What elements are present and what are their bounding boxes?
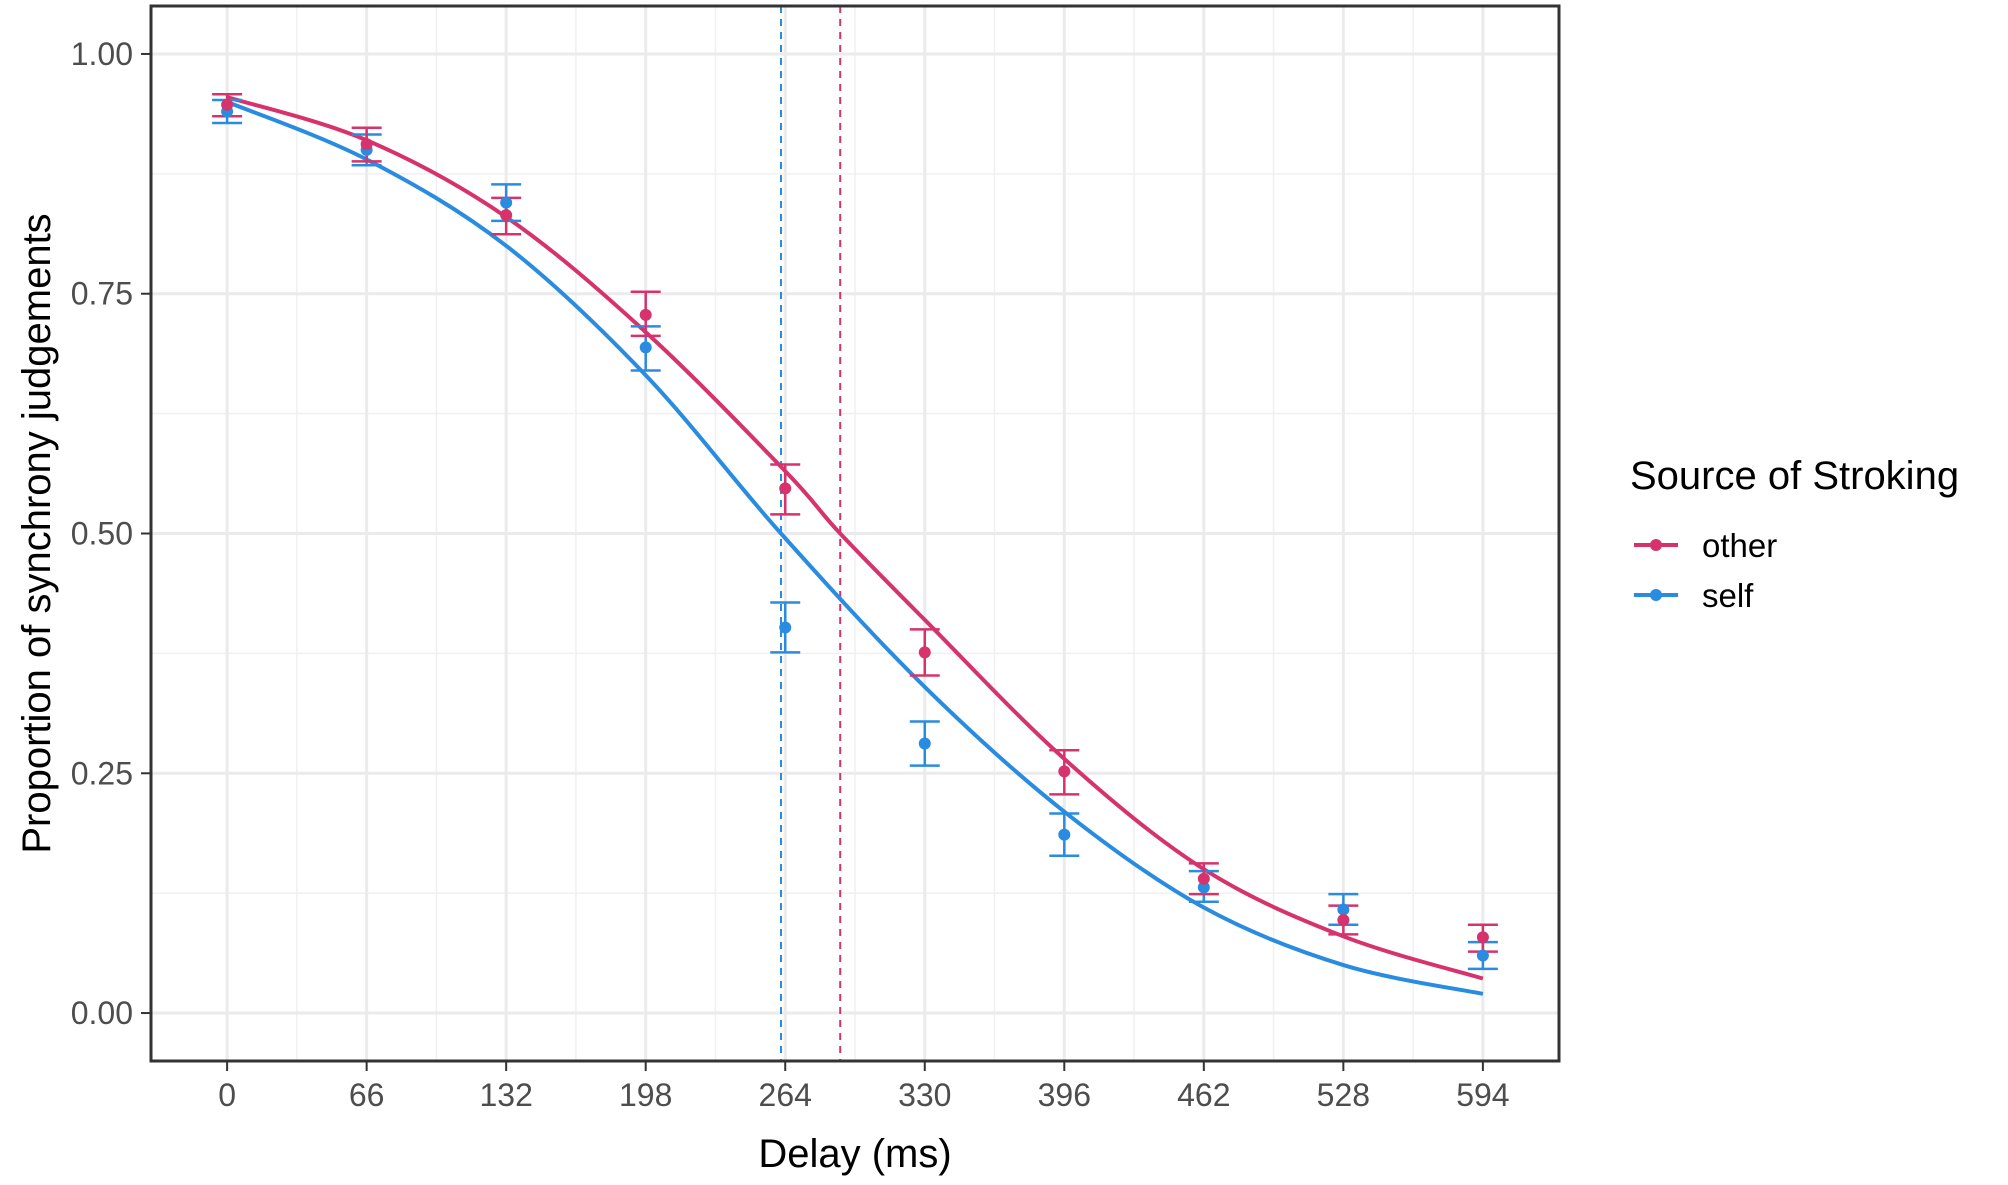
data-point-other [1058, 765, 1071, 778]
legend-label-other: other [1702, 527, 1777, 564]
x-tick-label: 330 [898, 1077, 951, 1113]
x-tick-label: 132 [479, 1077, 532, 1113]
x-tick-label: 66 [349, 1077, 385, 1113]
curve-self [226, 100, 1484, 996]
x-tick-label: 462 [1177, 1077, 1230, 1113]
x-tick-label: 198 [619, 1077, 672, 1113]
legend: Source of Stroking other self [1630, 454, 1959, 614]
x-tick-label: 594 [1456, 1077, 1509, 1113]
data-point-other [1476, 931, 1489, 944]
y-axis-title: Proportion of synchrony judgements [15, 213, 59, 853]
curve-other [226, 95, 1484, 981]
threshold-lines [780, 6, 842, 1061]
x-tick-label: 528 [1317, 1077, 1370, 1113]
data-point-other [1197, 872, 1210, 885]
data-point-self [1058, 828, 1071, 841]
axes: 0 66 132 198 264 330 396 462 528 594 0.00 0.25 0.50 0… [71, 36, 1510, 1113]
data-point-other [779, 482, 792, 495]
legend-key-point-self [1650, 589, 1662, 601]
data-point-other [500, 209, 513, 222]
fitted-curves [226, 95, 1484, 996]
legend-items: other self [1634, 527, 1777, 614]
grid-layer [151, 6, 1559, 1061]
y-tick-label: 0.50 [71, 516, 133, 552]
data-point-self [918, 737, 931, 750]
data-point-self [1197, 881, 1210, 894]
x-tick-label: 0 [218, 1077, 236, 1113]
data-points [221, 98, 1489, 962]
y-tick-label: 0.00 [71, 995, 133, 1031]
data-point-self [1337, 903, 1350, 916]
x-tick-label: 264 [759, 1077, 812, 1113]
data-point-other [918, 646, 931, 659]
y-tick-label: 0.25 [71, 755, 133, 791]
y-tick-label: 1.00 [71, 36, 133, 72]
legend-key-point-other [1650, 539, 1662, 551]
data-point-self [779, 621, 792, 634]
legend-title: Source of Stroking [1630, 454, 1959, 498]
data-point-other [639, 308, 652, 321]
data-point-self [500, 196, 513, 209]
data-point-other [221, 98, 234, 111]
y-tick-label: 0.75 [71, 276, 133, 312]
data-point-self [639, 341, 652, 354]
data-point-other [1337, 914, 1350, 927]
legend-label-self: self [1702, 577, 1754, 614]
data-point-other [360, 138, 373, 151]
data-point-self [1476, 949, 1489, 962]
x-tick-label: 396 [1038, 1077, 1091, 1113]
x-axis-title: Delay (ms) [758, 1132, 951, 1176]
